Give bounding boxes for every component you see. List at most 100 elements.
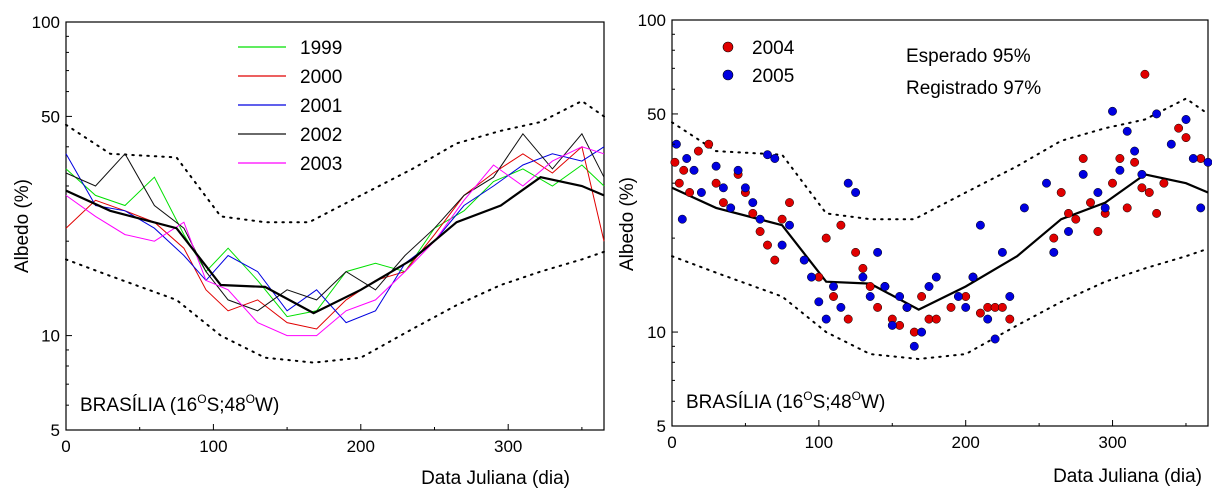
data-point-2005 — [975, 220, 985, 230]
albedo-scatter-chart: 0 100 200 300 5 10 50 100 Albedo (%) Data Julia… — [617, 11, 1212, 487]
data-point-2004 — [946, 302, 956, 312]
data-point-2005 — [858, 272, 868, 282]
data-point-2004 — [1181, 133, 1191, 143]
recorded-annotation: Registrado 97% — [906, 78, 1041, 99]
data-point-2005 — [961, 302, 971, 312]
data-point-2004 — [836, 220, 846, 230]
data-point-2005 — [1188, 154, 1198, 163]
data-point-2005 — [1078, 169, 1088, 179]
lower-envelope-line — [65, 250, 605, 364]
legend: 2004 2005 — [722, 38, 795, 87]
data-point-2004 — [1078, 154, 1088, 163]
data-point-2005 — [1005, 292, 1015, 301]
data-point-2004 — [711, 178, 721, 188]
series-line-2003 — [65, 146, 605, 337]
data-point-2004 — [693, 146, 703, 156]
data-point-2005 — [1203, 157, 1212, 167]
series-line-2002 — [65, 132, 605, 312]
data-point-2005 — [924, 282, 934, 291]
data-point-2005 — [718, 183, 728, 193]
y-axis-label: Albedo (%) — [12, 179, 33, 273]
data-point-2005 — [1100, 203, 1110, 213]
data-point-2004 — [821, 233, 831, 243]
y-tick-label: 10 — [41, 327, 60, 346]
data-point-2004 — [917, 292, 927, 301]
data-point-2005 — [1115, 165, 1125, 175]
data-point-2005 — [677, 214, 687, 224]
axis-ticks: 0 100 200 300 5 10 50 100 — [638, 11, 1187, 452]
data-point-2004 — [785, 198, 794, 208]
legend-label-2005: 2005 — [752, 66, 794, 87]
data-point-2004 — [931, 314, 941, 324]
data-point-2005 — [1042, 178, 1051, 188]
data-point-2005 — [814, 297, 824, 307]
upper-envelope-line — [65, 99, 605, 224]
data-point-2004 — [1108, 178, 1117, 188]
data-point-2004 — [777, 214, 787, 224]
data-point-2005 — [843, 178, 853, 188]
data-point-2005 — [799, 255, 809, 265]
data-point-2005 — [807, 272, 816, 282]
data-point-2005 — [1152, 109, 1162, 119]
data-point-2004 — [1005, 314, 1015, 324]
mean-curve-line — [671, 173, 1209, 311]
x-tick-label: 0 — [61, 437, 70, 456]
data-point-2005 — [909, 341, 919, 351]
legend-label-2001: 2001 — [300, 96, 342, 117]
x-tick-label: 200 — [347, 437, 375, 456]
data-point-2004 — [858, 263, 868, 273]
data-point-2004 — [1071, 214, 1081, 224]
data-point-2004 — [1152, 208, 1162, 218]
plot-frame — [65, 21, 605, 431]
data-point-2005 — [1130, 146, 1140, 156]
albedo-line-chart: 0 100 200 300 5 10 50 100 Albedo (%) Data Julia… — [12, 13, 605, 489]
data-point-2004 — [1093, 227, 1103, 236]
data-point-2005 — [836, 302, 846, 312]
data-point-2005 — [1196, 203, 1206, 213]
data-point-2004 — [679, 165, 689, 175]
data-point-2005 — [829, 282, 838, 291]
data-point-2005 — [1049, 247, 1059, 257]
data-point-2005 — [953, 292, 963, 301]
x-axis-label: Data Juliana (dia) — [421, 468, 570, 489]
y-tick-label: 50 — [647, 105, 666, 124]
data-point-2005 — [1166, 139, 1176, 149]
data-point-2005 — [748, 198, 758, 208]
data-point-2005 — [1181, 115, 1191, 124]
data-point-2005 — [682, 154, 692, 163]
series-line-2000 — [65, 145, 605, 330]
data-point-2004 — [1115, 154, 1125, 163]
data-point-2005 — [1019, 203, 1029, 213]
y-tick-label: 100 — [32, 13, 60, 32]
x-tick-label: 100 — [199, 437, 227, 456]
series-line-1999 — [65, 164, 605, 318]
y-tick-label: 100 — [638, 11, 666, 30]
data-point-2005 — [917, 327, 927, 337]
y-tick-label: 5 — [657, 417, 666, 436]
legend-label-2002: 2002 — [300, 125, 342, 146]
data-point-2004 — [718, 198, 728, 208]
y-tick-label: 5 — [51, 421, 60, 440]
data-point-2004 — [1086, 198, 1095, 208]
data-point-2004 — [1140, 69, 1150, 79]
envelope-bounds — [671, 97, 1209, 361]
data-point-2004 — [748, 208, 758, 218]
data-point-2005 — [983, 314, 993, 324]
data-point-2004 — [983, 302, 993, 312]
data-point-2005 — [1108, 106, 1117, 116]
data-point-2004 — [763, 240, 772, 250]
data-point-2005 — [1137, 169, 1147, 179]
data-point-2005 — [873, 247, 883, 257]
data-point-2005 — [990, 334, 1000, 344]
x-tick-label: 200 — [952, 433, 980, 452]
data-point-2005 — [1093, 188, 1103, 197]
y-axis-label: Albedo (%) — [617, 177, 638, 271]
data-point-2005 — [887, 320, 897, 330]
upper-envelope-line — [671, 97, 1209, 221]
legend-label-2003: 2003 — [300, 154, 342, 175]
data-point-2005 — [997, 247, 1007, 257]
series-line-2001 — [65, 146, 605, 324]
data-point-2004 — [1159, 178, 1169, 188]
expected-annotation: Esperado 95% — [906, 46, 1031, 67]
plot-frame — [671, 19, 1209, 427]
